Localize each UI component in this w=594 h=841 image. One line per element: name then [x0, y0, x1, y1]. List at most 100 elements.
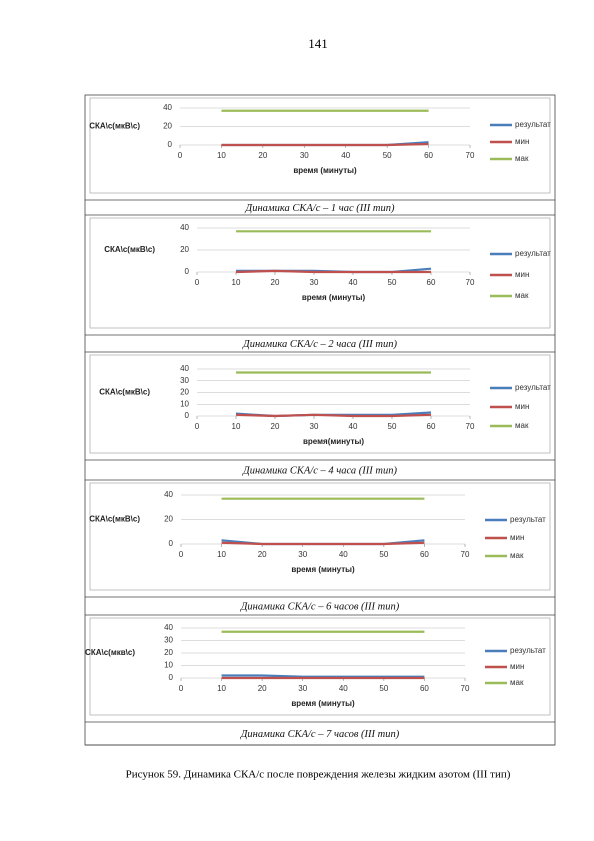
x-tick-label: 50	[383, 151, 392, 160]
x-axis-label: время (минуты)	[293, 166, 357, 175]
figure-frame	[84, 94, 556, 746]
y-axis-label: СКА\с(мкВ\с)	[99, 388, 150, 397]
x-axis-label: время (минуты)	[291, 699, 355, 708]
y-tick-label: 20	[164, 515, 173, 524]
x-tick-label: 50	[379, 684, 388, 693]
y-tick-label: 30	[164, 636, 173, 645]
x-tick-label: 0	[179, 550, 184, 559]
x-axis-label: время (минуты)	[291, 565, 355, 574]
caption: Динамика СКА/с – 6 часов (III тип)	[240, 601, 400, 612]
x-tick-label: 30	[298, 684, 307, 693]
x-axis-label: время (минуты)	[302, 293, 366, 302]
x-tick-label: 40	[349, 278, 358, 287]
y-axis-label: СКА\с(мкв\с)	[85, 648, 135, 657]
y-tick-label: 10	[164, 661, 173, 670]
y-tick-label: 40	[164, 490, 173, 499]
series-line	[235, 413, 432, 418]
x-tick-label: 70	[466, 278, 475, 287]
legend-label: мак	[510, 551, 524, 560]
y-tick-label: 0	[169, 673, 174, 682]
x-tick-label: 0	[179, 684, 184, 693]
page-number: 141	[308, 36, 328, 51]
x-tick-label: 40	[341, 151, 350, 160]
chart-area	[89, 617, 551, 716]
legend-label: результат	[515, 249, 551, 258]
x-tick-label: 0	[195, 422, 200, 431]
x-tick-label: 10	[232, 422, 241, 431]
x-tick-label: 50	[388, 422, 397, 431]
y-tick-label: 40	[163, 103, 172, 112]
x-tick-label: 30	[300, 151, 309, 160]
y-tick-label: 40	[164, 623, 173, 632]
x-tick-label: 10	[217, 151, 226, 160]
y-tick-label: 30	[180, 376, 189, 385]
x-tick-label: 40	[349, 422, 358, 431]
y-tick-label: 0	[185, 411, 190, 420]
legend-label: мак	[510, 678, 524, 687]
legend-label: мин	[510, 662, 524, 671]
x-tick-label: 30	[310, 278, 319, 287]
x-tick-label: 60	[424, 151, 433, 160]
y-axis-label: СКА\с(мкВ\с)	[104, 245, 155, 254]
y-tick-label: 10	[180, 399, 189, 408]
x-tick-label: 70	[461, 684, 470, 693]
series-line	[221, 674, 425, 678]
caption: Динамика СКА/с – 4 часа (III тип)	[242, 465, 397, 476]
legend-label: мак	[515, 421, 529, 430]
series-line	[221, 541, 425, 546]
x-tick-label: 70	[466, 151, 475, 160]
x-tick-label: 0	[195, 278, 200, 287]
caption: Динамика СКА/с – 7 часов (III тип)	[240, 729, 400, 740]
x-tick-label: 40	[339, 684, 348, 693]
series-line	[221, 142, 429, 147]
legend-label: мин	[510, 533, 524, 542]
y-tick-label: 20	[180, 245, 189, 254]
y-axis-label: СКА\с(мкВ\с)	[89, 515, 140, 524]
x-tick-label: 10	[217, 684, 226, 693]
legend-label: мин	[515, 270, 529, 279]
y-tick-label: 0	[169, 539, 174, 548]
legend-label: мин	[515, 402, 529, 411]
x-tick-label: 60	[420, 684, 429, 693]
x-tick-label: 20	[271, 422, 280, 431]
x-tick-label: 20	[258, 684, 267, 693]
legend-label: мин	[515, 137, 529, 146]
x-tick-label: 0	[178, 151, 183, 160]
legend-label: результат	[510, 515, 546, 524]
x-tick-label: 70	[461, 550, 470, 559]
y-tick-label: 0	[185, 267, 190, 276]
caption: Динамика СКА/с – 2 часа (III тип)	[242, 339, 397, 350]
x-tick-label: 10	[232, 278, 241, 287]
x-tick-label: 60	[427, 278, 436, 287]
chart-area	[89, 217, 551, 329]
x-tick-label: 70	[466, 422, 475, 431]
x-tick-label: 60	[420, 550, 429, 559]
chart-area	[89, 354, 551, 454]
x-tick-label: 30	[310, 422, 319, 431]
y-tick-label: 0	[168, 140, 173, 149]
x-tick-label: 50	[379, 550, 388, 559]
x-tick-label: 20	[258, 151, 267, 160]
x-tick-label: 40	[339, 550, 348, 559]
y-tick-label: 40	[180, 223, 189, 232]
x-tick-label: 50	[388, 278, 397, 287]
y-axis-label: СКА\с(мкВ\с)	[89, 122, 140, 131]
y-tick-label: 20	[163, 122, 172, 131]
x-tick-label: 20	[271, 278, 280, 287]
y-tick-label: 20	[180, 388, 189, 397]
x-tick-label: 20	[258, 550, 267, 559]
chart-area	[89, 97, 551, 194]
caption: Динамика СКА/с – 1 час (III тип)	[245, 203, 395, 214]
x-tick-label: 30	[298, 550, 307, 559]
legend-label: результат	[510, 646, 546, 655]
x-tick-label: 60	[427, 422, 436, 431]
legend-label: мак	[515, 154, 529, 163]
x-tick-label: 10	[217, 550, 226, 559]
legend-label: результат	[515, 120, 551, 129]
legend-label: результат	[515, 383, 551, 392]
y-tick-label: 20	[164, 648, 173, 657]
x-axis-label: время(минуты)	[303, 437, 364, 446]
y-tick-label: 40	[180, 364, 189, 373]
series-line	[235, 269, 431, 274]
